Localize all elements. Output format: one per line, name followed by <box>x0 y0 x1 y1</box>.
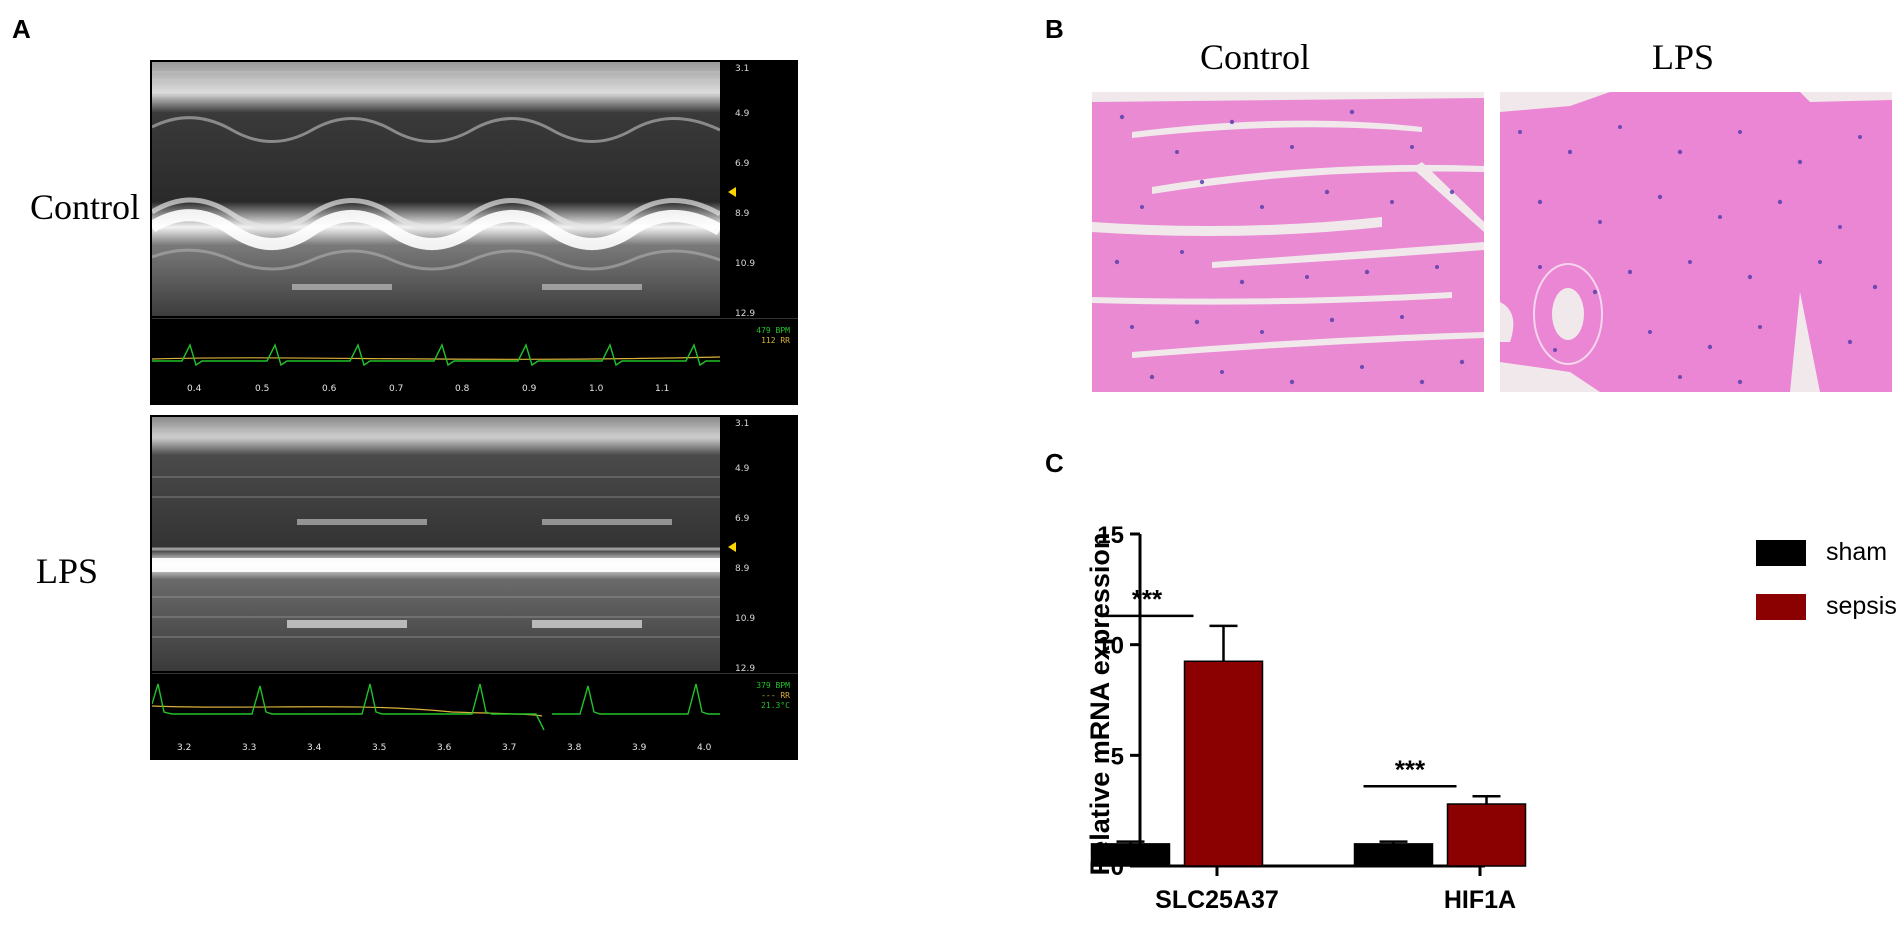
heart-rate: 379 BPM <box>756 681 790 690</box>
vitals-readout: 379 BPM --- RR 21.3°C <box>742 681 790 711</box>
echo-lps-label: LPS <box>36 551 99 591</box>
time-tick: 3.9 <box>632 743 647 753</box>
depth-scale: 3.1 4.9 6.9 8.9 10.9 12.9 <box>735 60 795 319</box>
depth-tick: 10.9 <box>735 614 756 624</box>
time-tick: 1.1 <box>655 384 670 394</box>
depth-tick: 6.9 <box>735 159 750 169</box>
bar-sham-HIF1A <box>1353 843 1434 867</box>
significance-stars: *** <box>1395 754 1426 784</box>
ecg-waveform <box>151 683 720 731</box>
bar-sham-SLC25A37 <box>1090 843 1171 867</box>
significance-stars: *** <box>1132 584 1163 614</box>
bar-sepsis-HIF1A <box>1446 803 1527 867</box>
y-tick-label: 5 <box>1111 743 1124 770</box>
time-tick: 4.0 <box>697 743 712 753</box>
histology-lps-label: LPS <box>1652 37 1715 77</box>
bars <box>1090 660 1527 867</box>
time-tick: 3.7 <box>502 743 517 753</box>
time-tick: 3.6 <box>437 743 452 753</box>
histology-control-label: Control <box>1200 37 1311 77</box>
depth-tick: 12.9 <box>735 309 756 319</box>
m-mode-pattern <box>150 62 724 316</box>
temperature: 21.3°C <box>761 701 790 710</box>
depth-tick: 12.9 <box>735 664 756 674</box>
time-tick: 0.8 <box>455 384 470 394</box>
echo-control-image: 3.1 4.9 6.9 8.9 10.9 12.9 479 BPM 112 RR… <box>150 60 798 405</box>
m-mode-image <box>152 417 720 671</box>
legend-swatch-sham <box>1756 540 1806 566</box>
depth-marker-icon <box>728 542 736 552</box>
respiration-rate: --- RR <box>761 691 790 700</box>
time-tick: 0.7 <box>389 384 404 394</box>
bar-sepsis-SLC25A37 <box>1183 660 1264 867</box>
panel-b-letter: B <box>1045 14 1064 44</box>
depth-scale: 3.1 4.9 6.9 8.9 10.9 12.9 <box>735 415 795 674</box>
depth-marker-icon <box>728 187 736 197</box>
legend: sham sepsis <box>1756 530 1897 630</box>
histology-lps-image <box>1500 92 1892 392</box>
time-tick: 0.9 <box>522 384 537 394</box>
panel-c-letter: C <box>1045 448 1064 478</box>
m-mode-image <box>150 62 724 316</box>
time-axis: 0.4 0.5 0.6 0.7 0.8 0.9 1.0 1.1 <box>152 374 798 404</box>
depth-tick: 3.1 <box>735 64 750 74</box>
legend-label-sham: sham <box>1826 538 1888 566</box>
legend-swatch-sepsis <box>1756 594 1806 620</box>
depth-tick: 4.9 <box>735 109 750 119</box>
y-axis-label: Relative mRNA expression <box>1085 533 1115 876</box>
y-tick-label: 10 <box>1097 633 1124 660</box>
time-tick: 0.5 <box>255 384 270 394</box>
time-tick: 3.3 <box>242 743 257 753</box>
y-tick-label: 15 <box>1097 522 1124 549</box>
ecg-trace <box>151 673 798 734</box>
time-tick: 3.4 <box>307 743 322 753</box>
depth-tick: 8.9 <box>735 564 750 574</box>
depth-tick: 6.9 <box>735 514 750 524</box>
respiration-rate: 112 RR <box>761 336 790 345</box>
time-tick: 0.6 <box>322 384 337 394</box>
heart-rate: 479 BPM <box>756 326 790 335</box>
ecg-trace <box>151 318 798 375</box>
depth-tick: 8.9 <box>735 209 750 219</box>
time-tick: 3.8 <box>567 743 582 753</box>
m-mode-pattern <box>152 417 720 671</box>
time-tick: 0.4 <box>187 384 202 394</box>
depth-tick: 3.1 <box>735 419 750 429</box>
he-stain-lps <box>1500 92 1892 392</box>
time-axis: 3.2 3.3 3.4 3.5 3.6 3.7 3.8 3.9 4.0 <box>152 733 798 760</box>
x-tick-label: HIF1A <box>1444 886 1516 914</box>
depth-tick: 10.9 <box>735 259 756 269</box>
x-tick-label: SLC25A37 <box>1155 886 1279 914</box>
histology-control-image <box>1092 92 1484 392</box>
echo-control-label: Control <box>30 187 141 227</box>
ecg-waveform <box>151 343 721 367</box>
x-axis: SLC25A37 HIF1A <box>1140 864 1516 914</box>
legend-label-sepsis: sepsis <box>1826 592 1897 620</box>
panel-a-letter: A <box>12 14 31 44</box>
depth-tick: 4.9 <box>735 464 750 474</box>
time-tick: 1.0 <box>589 384 604 394</box>
error-bars <box>1116 624 1501 844</box>
significance-markers: *** *** <box>1100 584 1457 788</box>
echo-lps-image: 3.1 4.9 6.9 8.9 10.9 12.9 379 BPM --- RR… <box>150 415 798 760</box>
vitals-readout: 479 BPM 112 RR <box>742 326 790 346</box>
he-stain-control <box>1092 92 1484 392</box>
time-tick: 3.2 <box>177 743 192 753</box>
time-tick: 3.5 <box>372 743 387 753</box>
